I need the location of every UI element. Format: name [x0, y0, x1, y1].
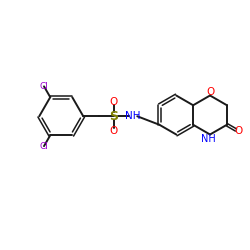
Text: O: O — [234, 126, 243, 136]
Text: NH: NH — [126, 111, 141, 121]
Text: Cl: Cl — [40, 142, 48, 151]
Text: NH: NH — [202, 134, 216, 144]
Text: O: O — [110, 97, 118, 107]
Text: Cl: Cl — [40, 82, 48, 91]
Text: S: S — [109, 110, 118, 123]
Text: O: O — [206, 87, 215, 97]
Text: O: O — [110, 126, 118, 136]
